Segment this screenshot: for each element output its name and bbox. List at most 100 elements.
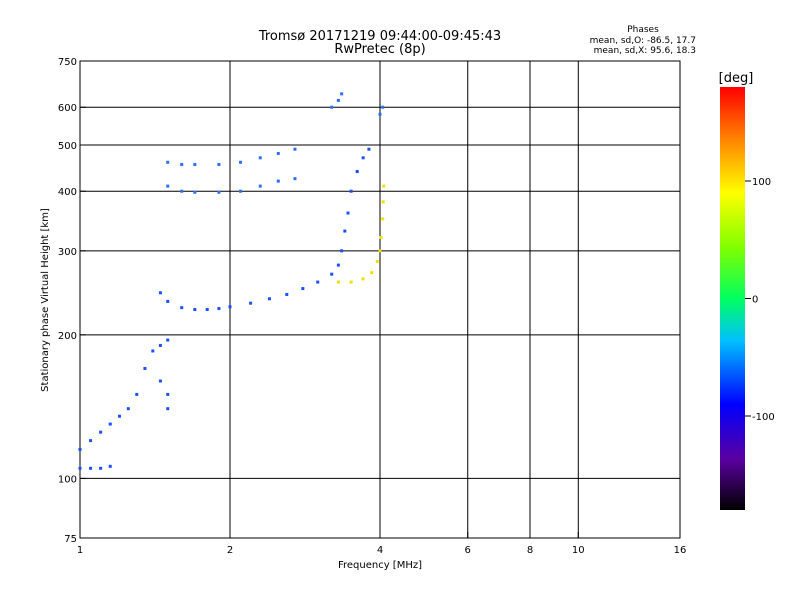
colorbar (720, 87, 745, 510)
data-point (340, 92, 344, 96)
data-point (316, 280, 320, 284)
data-point (217, 163, 221, 167)
data-point (117, 414, 121, 418)
stats-line-x: mean, sd,X: 95.6, 18.3 (594, 46, 696, 56)
colorbar-tick-label: -100 (752, 412, 775, 423)
data-point (126, 407, 130, 411)
data-point (217, 190, 221, 194)
data-point (166, 299, 170, 303)
data-point (361, 277, 365, 281)
chart-subtitle: RwPretec (8p) (334, 42, 425, 57)
data-point (193, 190, 197, 194)
x-tick-label: 10 (572, 545, 585, 556)
data-point (276, 179, 280, 183)
data-point (166, 338, 170, 342)
data-point (336, 280, 340, 284)
data-point (370, 271, 374, 275)
data-point (258, 184, 262, 188)
data-point (166, 407, 170, 411)
x-tick-label: 6 (465, 545, 471, 556)
data-point (99, 430, 103, 434)
data-point (239, 160, 243, 164)
data-point (205, 307, 209, 311)
data-point (382, 184, 386, 188)
y-tick-label: 100 (58, 474, 77, 485)
data-point (258, 156, 262, 160)
data-point (78, 466, 82, 470)
data-point (361, 156, 365, 160)
colorbar-tick-label: 0 (752, 295, 758, 306)
stats-heading: Phases (627, 25, 659, 35)
y-tick-label: 500 (58, 141, 77, 152)
x-tick-label: 2 (227, 545, 233, 556)
data-point (158, 379, 162, 383)
x-tick-label: 8 (527, 545, 533, 556)
data-point (180, 306, 184, 310)
colorbar-ticks: 100 0 -100 (745, 177, 775, 423)
data-point (158, 343, 162, 347)
data-point (78, 447, 82, 451)
data-point (330, 272, 334, 276)
data-point (166, 392, 170, 396)
x-tick-label: 16 (674, 545, 687, 556)
x-axis-label: Frequency [MHz] (338, 560, 422, 571)
data-point (143, 366, 147, 370)
data-point (99, 466, 103, 470)
colorbar-tick-label: 100 (752, 177, 771, 188)
data-point (267, 297, 271, 301)
data-point (151, 349, 155, 353)
x-tick-label: 4 (377, 545, 383, 556)
data-point (355, 169, 359, 173)
data-point (381, 200, 385, 204)
data-point (89, 466, 93, 470)
data-point (180, 163, 184, 167)
data-point (301, 287, 305, 291)
data-point (239, 189, 243, 193)
data-point (193, 163, 197, 167)
data-point (285, 292, 289, 296)
data-point (378, 112, 382, 116)
data-point (340, 249, 344, 253)
y-axis-label: Stationary phase Virtual Height [km] (40, 208, 51, 392)
data-point (217, 307, 221, 311)
data-point (193, 307, 197, 311)
data-point (276, 151, 280, 155)
tick-layer: 1 2 4 6 8 10 16 75 100 200 300 400 500 600 750 (58, 57, 686, 556)
data-point (166, 160, 170, 164)
y-tick-label: 300 (58, 247, 77, 258)
data-point (228, 305, 232, 309)
x-tick-label: 1 (77, 545, 83, 556)
y-tick-label: 600 (58, 103, 77, 114)
data-point (135, 392, 139, 396)
data-point (330, 105, 334, 109)
data-point (367, 147, 371, 151)
colorbar-label: [deg] (719, 71, 754, 86)
y-tick-label: 75 (64, 534, 77, 545)
data-point (293, 147, 297, 151)
data-point (166, 184, 170, 188)
data-point (293, 177, 297, 181)
y-tick-label: 200 (58, 331, 77, 342)
data-point (375, 259, 379, 263)
data-point (349, 280, 353, 284)
data-point (89, 439, 93, 443)
data-point (336, 98, 340, 102)
data-point (378, 249, 382, 253)
data-point (379, 235, 383, 239)
data-point (346, 211, 350, 215)
data-point (349, 189, 353, 193)
marks-layer (78, 92, 386, 470)
data-point (158, 291, 162, 295)
data-point (381, 105, 385, 109)
data-point (381, 217, 385, 221)
data-point (108, 464, 112, 468)
chart-title: Tromsø 20171219 09:44:00-09:45:43 (258, 29, 501, 44)
stats-line-o: mean, sd,O: -86.5, 17.7 (590, 36, 696, 46)
data-point (343, 229, 347, 233)
data-point (108, 422, 112, 426)
data-point (180, 189, 184, 193)
y-tick-label: 750 (58, 57, 77, 68)
y-tick-label: 400 (58, 187, 77, 198)
data-point (249, 301, 253, 305)
